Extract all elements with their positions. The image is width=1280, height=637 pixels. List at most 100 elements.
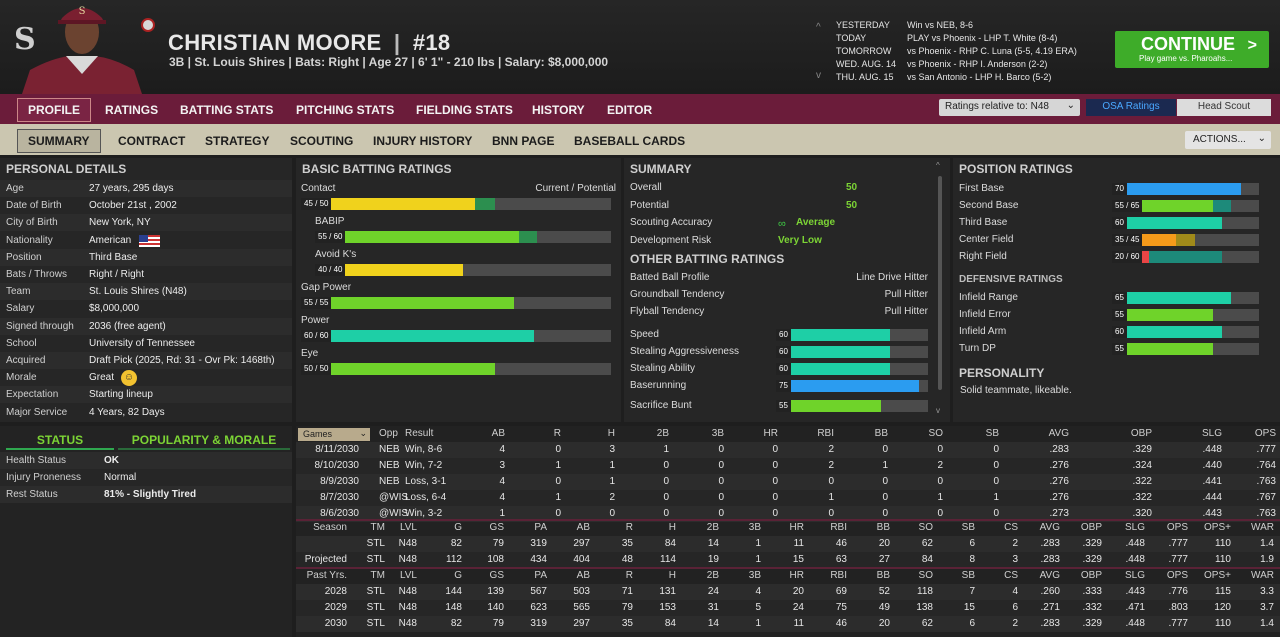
head-scout-button[interactable]: Head Scout	[1177, 99, 1271, 116]
column-header[interactable]: TM	[370, 522, 385, 533]
column-header[interactable]: 3B	[748, 522, 761, 533]
column-header[interactable]: HR	[789, 522, 804, 533]
column-header[interactable]: OPS	[1254, 428, 1276, 439]
schedule-down-icon[interactable]: v	[816, 70, 821, 81]
column-header[interactable]: GS	[489, 522, 504, 533]
column-header[interactable]: GS	[489, 570, 504, 581]
column-header[interactable]: 2B	[656, 428, 669, 439]
column-header[interactable]: OPS	[1166, 522, 1188, 533]
column-header[interactable]: SO	[928, 428, 943, 439]
column-header[interactable]: HR	[763, 428, 778, 439]
column-header[interactable]: R	[625, 570, 633, 581]
column-header[interactable]: OPS+	[1204, 522, 1231, 533]
table-row[interactable]: 2030 STL N48 82 79 319 297 35 84 14 1 11 46 20 62 6 2.28…	[296, 616, 1280, 632]
column-header[interactable]: SB	[961, 522, 975, 533]
column-header[interactable]: BB	[874, 428, 888, 439]
column-header[interactable]: TM	[370, 570, 385, 581]
tab-popularity-morale[interactable]: POPULARITY & MORALE	[118, 430, 290, 450]
table-row[interactable]: 8/9/2030 NEB Loss, 3-1 4 0 1 0 0 0 0 0 0 0 .276 .322 .4…	[296, 474, 1280, 490]
tab-ratings[interactable]: RATINGS	[105, 103, 159, 117]
column-header[interactable]: RBI	[817, 428, 834, 439]
column-header[interactable]: SLG	[1124, 570, 1145, 581]
tab-editor[interactable]: EDITOR	[607, 103, 653, 117]
column-header[interactable]: 3B	[711, 428, 724, 439]
summary-scrollbar[interactable]	[938, 176, 942, 390]
column-header[interactable]: H	[607, 428, 615, 439]
column-header[interactable]: OBP	[1080, 522, 1102, 533]
column-header[interactable]: SO	[918, 522, 933, 533]
tab-baseball-cards[interactable]: BASEBALL CARDS	[574, 134, 686, 148]
table-row[interactable]: STL N48 82 79 319 297 35 84 14 1 11 46 20 62 6 2.283.32…	[296, 536, 1280, 552]
column-header[interactable]: CS	[1004, 522, 1018, 533]
table-row[interactable]: 2028 STL N48 144 139 567 503 71 131 24 4 20 69 52 118 7…	[296, 584, 1280, 600]
column-header[interactable]: Opp	[379, 428, 398, 439]
table-row[interactable]: 8/7/2030 @WIS Loss, 6-4 4 1 2 0 0 0 1 0 1 1 .276 .322.…	[296, 490, 1280, 506]
column-header[interactable]: LVL	[399, 570, 417, 581]
tab-fielding-stats[interactable]: FIELDING STATS	[416, 103, 513, 117]
column-header[interactable]: AVG	[1039, 570, 1060, 581]
schedule-row[interactable]: TOMORROW vs Phoenix - RHP C. Luna (5-5, 4…	[812, 46, 1112, 59]
scroll-down-icon[interactable]: v	[936, 406, 940, 415]
table-row[interactable]: 8/6/2030 @WIS Win, 3-2 1 0 0 0 0 0 0 0 0 0 .273 .320 .4…	[296, 506, 1280, 522]
column-header[interactable]: 2B	[706, 570, 719, 581]
column-header[interactable]: AB	[576, 522, 590, 533]
column-header[interactable]: OPS+	[1204, 570, 1231, 581]
column-header[interactable]: H	[668, 522, 676, 533]
scroll-up-icon[interactable]: ^	[936, 161, 940, 170]
tab-bnn-page[interactable]: BNN PAGE	[492, 134, 555, 148]
column-header[interactable]: RBI	[830, 522, 847, 533]
ratings-relative-select[interactable]: Ratings relative to: N48 ⌄	[939, 99, 1080, 116]
schedule-row[interactable]: YESTERDAY Win vs NEB, 8-6	[812, 20, 1112, 33]
column-header[interactable]: SLG	[1201, 428, 1222, 439]
osa-ratings-button[interactable]: OSA Ratings	[1086, 99, 1176, 116]
column-header[interactable]: WAR	[1251, 522, 1274, 533]
column-header[interactable]: R	[625, 522, 633, 533]
table-row[interactable]: 8/11/2030 NEB Win, 8-6 4 0 3 1 0 0 2 0 0 0 .283 .329 .4…	[296, 442, 1280, 458]
column-header[interactable]: PA	[534, 570, 547, 581]
games-select[interactable]: Games ⌄	[298, 428, 370, 441]
tab-scouting[interactable]: SCOUTING	[290, 134, 354, 148]
column-header[interactable]: H	[668, 570, 676, 581]
column-header[interactable]: Result	[405, 428, 434, 439]
column-header[interactable]: AB	[491, 428, 505, 439]
tab-injury-history[interactable]: INJURY HISTORY	[373, 134, 473, 148]
tab-summary[interactable]: SUMMARY	[17, 129, 101, 153]
continue-button[interactable]: CONTINUE Play game vs. Pharoahs... >	[1115, 31, 1269, 68]
column-header[interactable]: OBP	[1130, 428, 1152, 439]
column-header[interactable]: 3B	[748, 570, 761, 581]
column-header[interactable]: LVL	[399, 522, 417, 533]
tab-history[interactable]: HISTORY	[532, 103, 585, 117]
column-header[interactable]: SLG	[1124, 522, 1145, 533]
column-header[interactable]: HR	[789, 570, 804, 581]
column-header[interactable]: RBI	[830, 570, 847, 581]
column-header[interactable]: PA	[534, 522, 547, 533]
column-header[interactable]: AVG	[1039, 522, 1060, 533]
table-row[interactable]: 2029 STL N48 148 140 623 565 79 153 31 5 24 75 49 138 1…	[296, 600, 1280, 616]
column-header[interactable]: G	[454, 522, 462, 533]
column-header[interactable]: Past Yrs.	[306, 570, 347, 581]
table-row[interactable]: 8/10/2030 NEB Win, 7-2 3 1 1 0 0 0 2 1 2 0 .276 .324 .4…	[296, 458, 1280, 474]
schedule-up-icon[interactable]: ^	[816, 22, 821, 33]
column-header[interactable]: BB	[876, 570, 890, 581]
column-header[interactable]: OBP	[1080, 570, 1102, 581]
column-header[interactable]: G	[454, 570, 462, 581]
column-header[interactable]: R	[553, 428, 561, 439]
schedule-row[interactable]: WED. AUG. 14 vs Phoenix - RHP I. Anderson…	[812, 59, 1112, 72]
tab-status[interactable]: STATUS	[6, 430, 114, 450]
schedule-row[interactable]: TODAY PLAY vs Phoenix - LHP T. White (8-4…	[812, 33, 1112, 46]
tab-batting-stats[interactable]: BATTING STATS	[180, 103, 274, 117]
column-header[interactable]: SO	[918, 570, 933, 581]
column-header[interactable]: Season	[313, 522, 347, 533]
column-header[interactable]: AB	[576, 570, 590, 581]
tab-strategy[interactable]: STRATEGY	[205, 134, 270, 148]
column-header[interactable]: OPS	[1166, 570, 1188, 581]
column-header[interactable]: AVG	[1048, 428, 1069, 439]
column-header[interactable]: SB	[961, 570, 975, 581]
table-row[interactable]: Projected STL N48 112 108 434 404 48 114 19 1 15 63 2…	[296, 552, 1280, 568]
column-header[interactable]: BB	[876, 522, 890, 533]
column-header[interactable]: CS	[1004, 570, 1018, 581]
column-header[interactable]: SB	[985, 428, 999, 439]
actions-dropdown[interactable]: ACTIONS... ⌄	[1185, 131, 1271, 149]
column-header[interactable]: 2B	[706, 522, 719, 533]
tab-contract[interactable]: CONTRACT	[118, 134, 186, 148]
